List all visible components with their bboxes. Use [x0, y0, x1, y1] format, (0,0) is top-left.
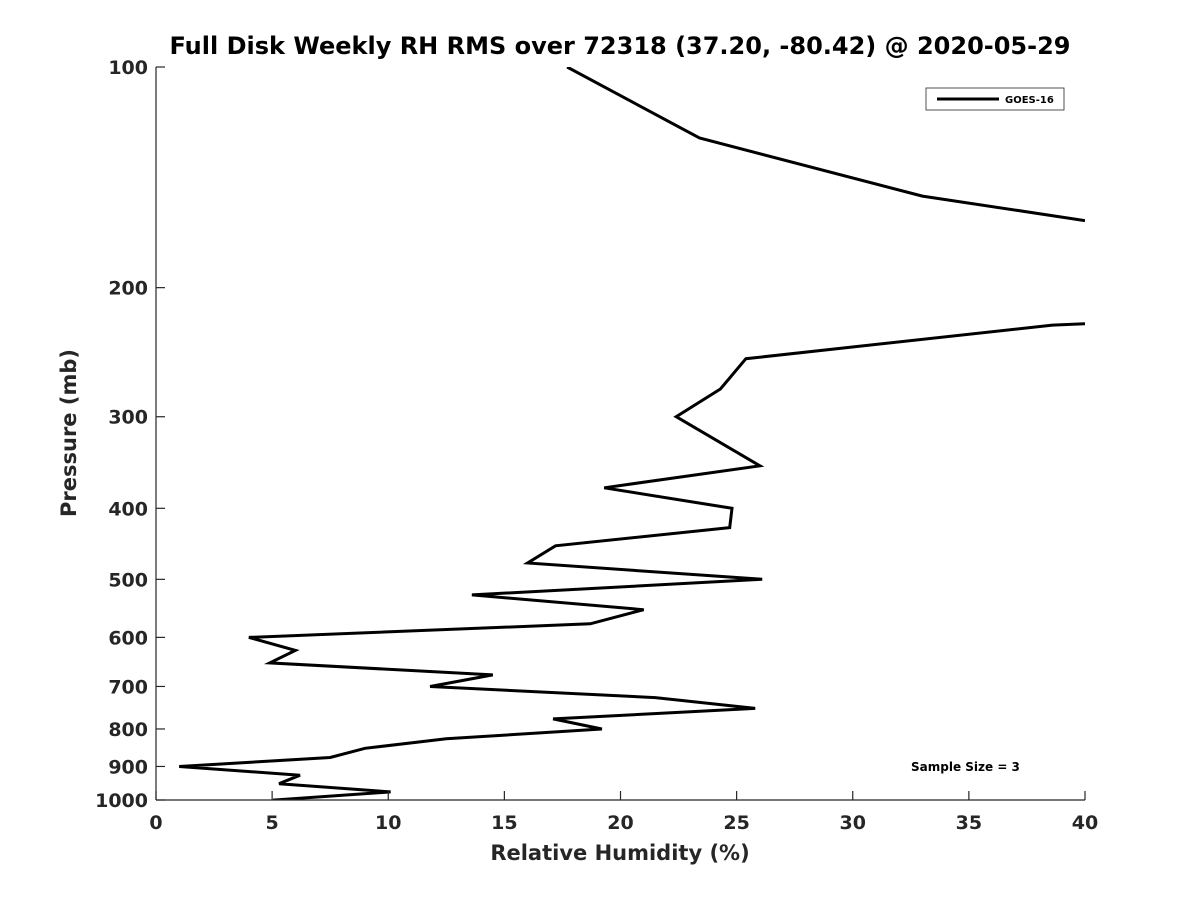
- sample-size-annotation: Sample Size = 3: [911, 760, 1020, 774]
- x-tick-label: 35: [956, 812, 982, 834]
- y-ticks: 100 200 300 400 500 600 700 800 900 1000: [95, 57, 165, 812]
- x-tick-label: 10: [375, 812, 401, 834]
- x-tick-label: 0: [149, 812, 162, 834]
- chart-title: Full Disk Weekly RH RMS over 72318 (37.2…: [169, 32, 1070, 60]
- y-tick-label: 400: [108, 498, 148, 520]
- legend: GOES-16: [925, 87, 1065, 111]
- series-line-goes16-segment-2: [179, 322, 1085, 800]
- x-tick-label: 15: [491, 812, 517, 834]
- series-line-goes16-segment-1: [566, 67, 1085, 223]
- y-tick-label: 900: [108, 756, 148, 778]
- y-tick-label: 1000: [95, 790, 148, 812]
- x-tick-label: 40: [1072, 812, 1098, 834]
- y-tick-label: 100: [108, 57, 148, 79]
- plot-area: [156, 67, 1085, 800]
- x-tick-label: 25: [723, 812, 749, 834]
- y-tick-label: 700: [108, 676, 148, 698]
- y-tick-label: 500: [108, 569, 148, 591]
- y-tick-label: 200: [108, 278, 148, 300]
- y-tick-label: 600: [108, 627, 148, 649]
- legend-label: GOES-16: [1005, 95, 1054, 106]
- y-tick-label: 800: [108, 719, 148, 741]
- x-tick-label: 5: [266, 812, 279, 834]
- x-ticks: 0 5 10 15 20 25 30 35 40: [149, 791, 1098, 834]
- x-tick-label: 30: [840, 812, 866, 834]
- x-axis-label: Relative Humidity (%): [490, 841, 749, 865]
- series-layer: [179, 67, 1085, 800]
- y-tick-label: 300: [108, 407, 148, 429]
- y-axis-label: Pressure (mb): [57, 349, 81, 517]
- x-tick-label: 20: [607, 812, 633, 834]
